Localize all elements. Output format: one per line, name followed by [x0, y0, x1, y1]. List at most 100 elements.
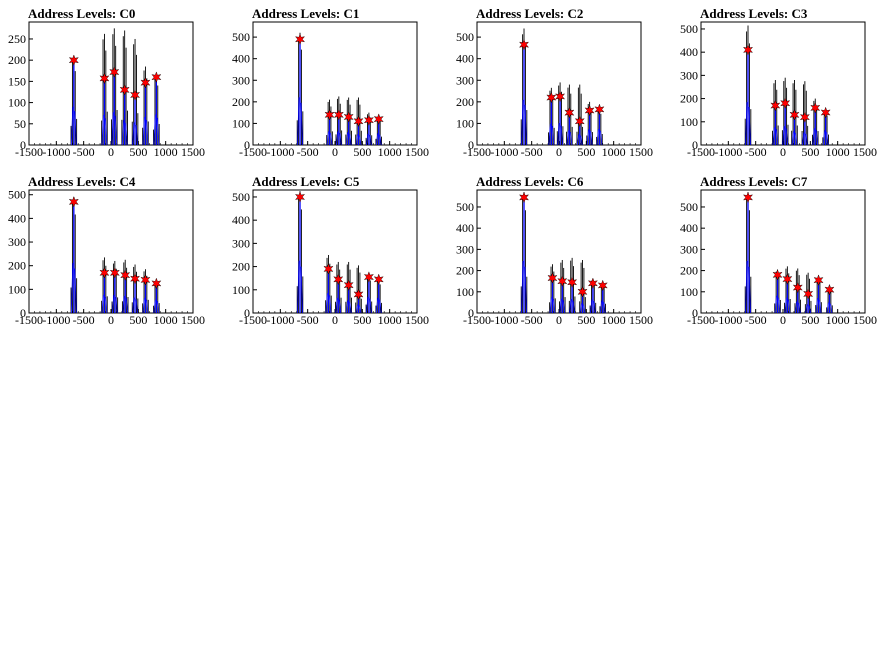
fit-spike-side: [599, 300, 603, 314]
x-tick-label: 0: [332, 145, 338, 159]
y-tick-label: 500: [456, 30, 474, 44]
y-tick-label: 100: [8, 96, 26, 110]
x-tick-label: 1000: [154, 145, 178, 159]
x-tick-label: 0: [780, 145, 786, 159]
x-tick-label: -1500: [687, 145, 715, 159]
chart-title: Address Levels: C7: [700, 174, 808, 189]
fit-spike-side: [586, 129, 590, 146]
peak-marker: [109, 266, 120, 279]
x-tick-label: 0: [556, 313, 562, 327]
peak-marker: [109, 66, 120, 78]
x-tick-label: -1000: [42, 313, 70, 327]
fit-spike-side: [111, 112, 114, 146]
fit-spike-side: [830, 303, 833, 314]
chart-panel-2: Address Levels: C2-1500 -1000 -500 0 500 1000…: [456, 6, 653, 159]
fit-spike-side: [335, 297, 338, 314]
peak-marker: [555, 90, 566, 103]
fit-spike-side: [815, 298, 818, 314]
peak-marker: [323, 263, 334, 275]
chart-title: Address Levels: C3: [700, 6, 808, 21]
fit-spike-side: [349, 133, 352, 146]
fit-spike-side: [121, 120, 125, 146]
fit-spike-side: [338, 299, 342, 314]
x-tick-label: -1500: [687, 313, 715, 327]
x-tick-label: -1000: [266, 145, 294, 159]
fit-spike-side: [805, 304, 808, 314]
chart-title: Address Levels: C2: [476, 6, 583, 21]
fit-spike-side: [580, 135, 583, 146]
peak-marker: [130, 89, 141, 101]
x-tick-label: 1000: [378, 145, 402, 159]
y-tick-label: 400: [456, 221, 474, 235]
fit-spike-side: [330, 132, 333, 146]
chart-panel-5: Address Levels: C5-1500 -1000 -500 0 500 1000…: [232, 174, 429, 327]
fit-spike-side: [794, 301, 798, 314]
y-tick-label: 200: [680, 92, 698, 106]
fit-spike-side: [782, 126, 785, 146]
fit-spike-side: [375, 133, 379, 146]
y-tick-label: 100: [456, 116, 474, 130]
fit-spike-side: [787, 299, 791, 314]
fit-spike-side: [521, 99, 524, 146]
y-tick-label: 400: [680, 45, 698, 59]
y-tick-label: 300: [456, 73, 474, 87]
fit-spike-side: [135, 299, 138, 314]
fit-spike-side: [156, 301, 160, 314]
x-tick-label: -500: [745, 313, 767, 327]
x-tick-label: 500: [353, 313, 371, 327]
peak-marker: [363, 114, 374, 126]
fit-spike-side: [748, 266, 751, 314]
fit-spike-side: [345, 132, 349, 146]
fit-spike-side: [156, 117, 160, 146]
fit-spike-side: [355, 134, 358, 146]
peak-marker: [557, 275, 568, 287]
x-tick-label: 1500: [181, 145, 205, 159]
y-tick-label: 100: [680, 285, 698, 299]
fit-spike-side: [74, 268, 77, 314]
peak-marker: [789, 109, 800, 121]
fit-spike-side: [375, 297, 379, 314]
peak-marker: [799, 111, 810, 123]
fit-spike-side: [74, 111, 77, 146]
x-tick-label: 1500: [405, 145, 429, 159]
chart-panel-1: Address Levels: C1-1500 -1000 -500 0 500 1000…: [232, 6, 429, 159]
x-tick-label: 0: [780, 313, 786, 327]
y-tick-label: 100: [8, 282, 26, 296]
fit-spike-side: [819, 299, 822, 314]
y-tick-label: 0: [20, 138, 26, 152]
y-tick-label: 100: [680, 115, 698, 129]
y-tick-label: 200: [456, 264, 474, 278]
x-tick-label: 1000: [826, 313, 850, 327]
fit-spike-side: [142, 298, 145, 314]
x-tick-label: 1500: [629, 313, 653, 327]
x-tick-label: 0: [108, 145, 114, 159]
y-tick-label: 0: [692, 306, 698, 320]
y-tick-label: 500: [456, 200, 474, 214]
fit-spike-side: [101, 115, 104, 146]
fit-spike-side: [153, 114, 156, 146]
peak-marker: [803, 288, 814, 300]
peak-marker: [742, 191, 754, 204]
chart-panel-7: Address Levels: C7-1500 -1000 -500 0 500 1000…: [680, 174, 877, 327]
fit-spike-side: [579, 303, 582, 314]
fit-spike-side: [798, 302, 801, 314]
fit-spike-side: [365, 296, 369, 314]
peak-marker: [792, 281, 803, 294]
y-tick-label: 500: [680, 22, 698, 36]
peak-marker: [824, 283, 835, 296]
y-tick-label: 300: [680, 68, 698, 82]
y-tick-label: 400: [680, 221, 698, 235]
x-tick-label: -1500: [463, 313, 491, 327]
x-tick-label: -1500: [463, 145, 491, 159]
fit-spike-side: [549, 297, 552, 314]
fit-spike-side: [146, 299, 149, 314]
x-tick-label: -1000: [266, 313, 294, 327]
fit-spike-side: [548, 123, 551, 146]
y-tick-label: 400: [8, 211, 26, 225]
x-tick-label: -500: [745, 145, 767, 159]
fit-spike-side: [822, 130, 826, 146]
peak-marker: [810, 102, 821, 114]
peak-marker: [99, 266, 110, 279]
fit-spike-side: [115, 296, 118, 314]
